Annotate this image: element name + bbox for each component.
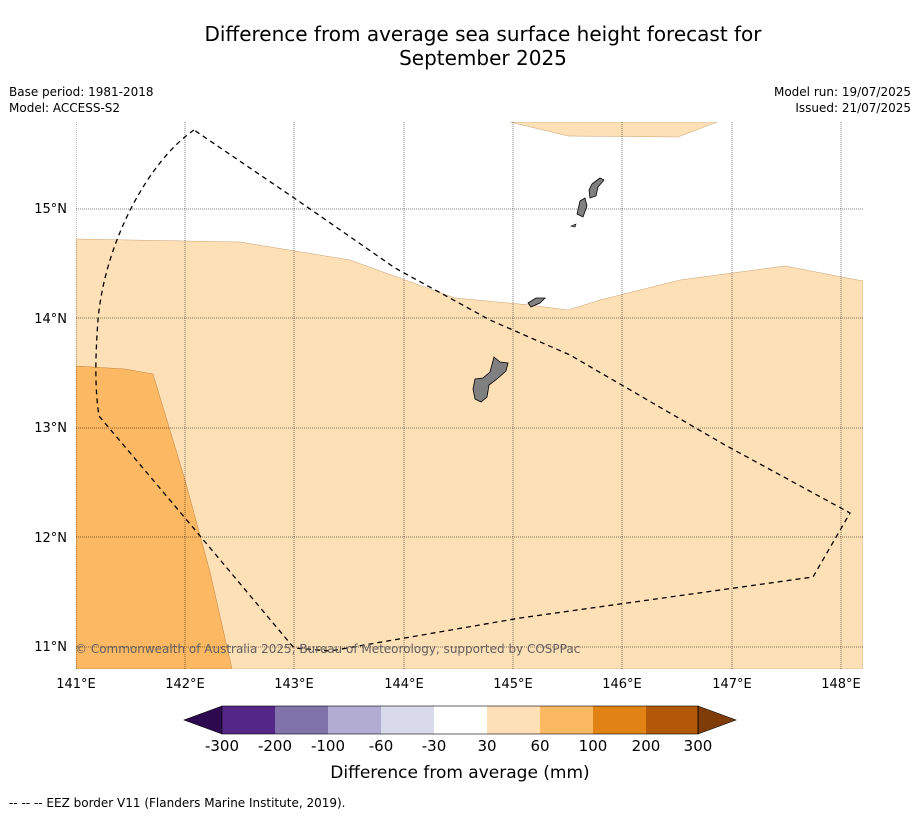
- map-title: Difference from average sea surface heig…: [0, 22, 919, 70]
- colorbar-segment: [275, 706, 328, 734]
- lat-label: 13°N: [34, 421, 67, 436]
- issued-label: Issued: 21/07/2025: [795, 101, 911, 115]
- anomaly-region-30-60-north: [509, 122, 718, 138]
- metadata-left: Base period: 1981-2018 Model: ACCESS-S2: [9, 84, 154, 116]
- colorbar-title: Difference from average (mm): [330, 763, 589, 783]
- rota-island: [527, 297, 546, 308]
- colorbar-tick-label: -30: [422, 737, 447, 755]
- lon-label: 143°E: [274, 677, 314, 692]
- colorbar-tick-label: 30: [477, 737, 496, 755]
- colorbar-frame: [221, 705, 699, 735]
- colorbar-extend-low: [183, 705, 223, 735]
- lon-label: 146°E: [602, 677, 642, 692]
- colorbar: -300 -200 -100 -60 -30 30 60 100 200 300…: [183, 705, 737, 783]
- anomaly-region-30-60: [76, 238, 863, 669]
- model-run-label: Model run: 19/07/2025: [773, 85, 911, 99]
- colorbar-segment: [593, 706, 646, 734]
- base-period-label: Base period: 1981-2018: [9, 85, 154, 99]
- lon-label: 141°E: [56, 677, 96, 692]
- copyright-label: © Commonwealth of Australia 2025, Bureau…: [75, 642, 580, 656]
- colorbar-extend-high: [697, 705, 737, 735]
- lat-labels: 15°N 14°N 13°N 12°N 11°N: [34, 202, 67, 655]
- aguijan-islet: [570, 223, 577, 228]
- lon-label: 147°E: [712, 677, 752, 692]
- colorbar-tick-label: -200: [258, 737, 292, 755]
- lon-labels: 141°E 142°E 143°E 144°E 145°E 146°E 147°…: [56, 677, 861, 692]
- lon-label: 145°E: [493, 677, 533, 692]
- map-area: © Commonwealth of Australia 2025, Bureau…: [75, 122, 863, 669]
- lon-label: 148°E: [821, 677, 861, 692]
- saipan-island: [588, 177, 605, 199]
- eez-legend-footer: -- -- -- EEZ border V11 (Flanders Marine…: [9, 796, 346, 810]
- lon-label: 144°E: [384, 677, 424, 692]
- colorbar-tick-label: 60: [530, 737, 549, 755]
- colorbar-ticks: -300 -200 -100 -60 -30 30 60 100 200 300: [205, 737, 712, 755]
- colorbar-segment: [540, 706, 593, 734]
- colorbar-tick-label: 300: [684, 737, 713, 755]
- tinian-island: [576, 197, 588, 218]
- colorbar-segment: [646, 706, 698, 734]
- lat-label: 14°N: [34, 312, 67, 327]
- colorbar-tick-label: 100: [579, 737, 608, 755]
- colorbar-segment: [434, 706, 487, 734]
- anomaly-region-60-100: [76, 365, 233, 669]
- lon-label: 142°E: [165, 677, 205, 692]
- guam-island: [472, 356, 509, 403]
- colorbar-segment: [328, 706, 381, 734]
- lat-label: 12°N: [34, 531, 67, 546]
- colorbar-tick-label: 200: [632, 737, 661, 755]
- lat-label: 15°N: [34, 202, 67, 217]
- metadata-right: Model run: 19/07/2025 Issued: 21/07/2025: [774, 84, 911, 116]
- model-label: Model: ACCESS-S2: [9, 101, 121, 115]
- lat-label: 11°N: [34, 640, 67, 655]
- title-line-2: September 2025: [399, 46, 567, 70]
- colorbar-segment: [487, 706, 540, 734]
- colorbar-tick-label: -100: [311, 737, 345, 755]
- colorbar-tick-label: -300: [205, 737, 239, 755]
- title-line-1: Difference from average sea surface heig…: [204, 22, 762, 46]
- colorbar-segment: [381, 706, 434, 734]
- colorbar-tick-label: -60: [369, 737, 394, 755]
- colorbar-segment: [222, 706, 275, 734]
